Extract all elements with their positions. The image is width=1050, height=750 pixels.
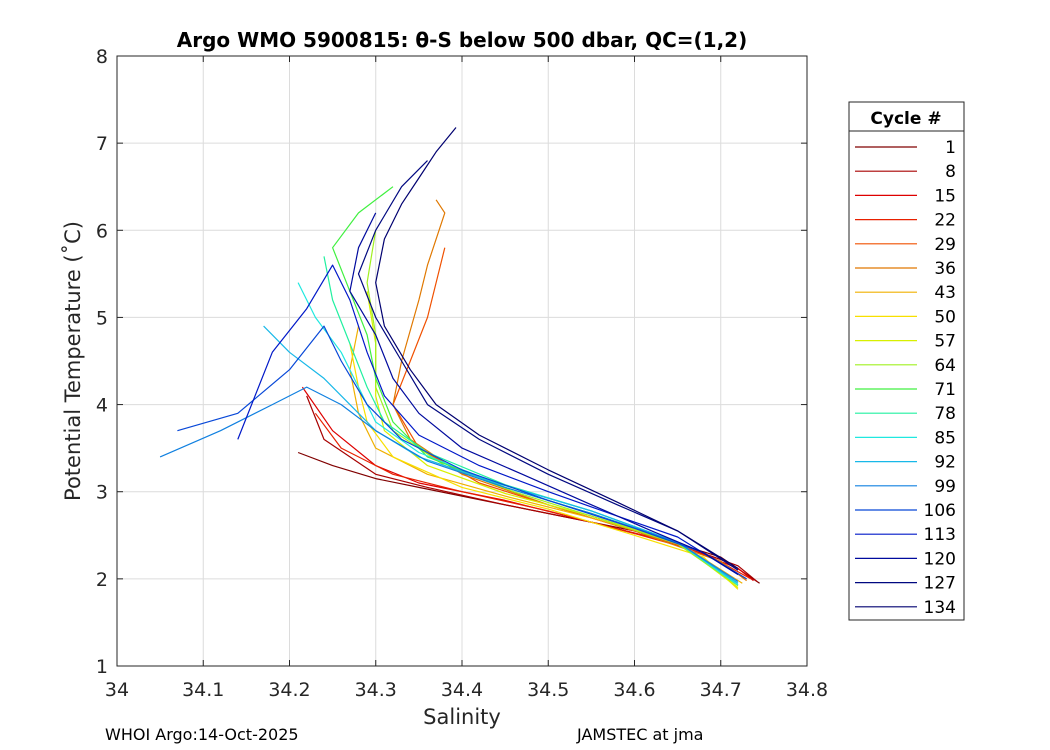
x-tick-label-8: 34.8: [786, 679, 828, 701]
footer-credit-whoi: WHOI Argo:14-Oct-2025: [105, 725, 299, 744]
x-axis-ticks: 34 34.1 34.2 34.3 34.4 34.5 34.6 34.7 34.8: [105, 56, 828, 701]
y-tick-label-3: 4: [96, 395, 108, 417]
series-group: [159, 127, 760, 590]
legend-label-64: 64: [934, 356, 956, 376]
y-tick-label-6: 7: [96, 133, 108, 155]
legend-label-134: 134: [924, 598, 956, 618]
x-tick-label-2: 34.2: [268, 679, 310, 701]
y-tick-label-5: 6: [96, 220, 108, 242]
legend-label-113: 113: [924, 525, 956, 545]
x-axis-label: Salinity: [423, 705, 501, 729]
legend-label-29: 29: [934, 235, 956, 255]
y-tick-label-1: 2: [96, 569, 108, 591]
x-tick-label-6: 34.6: [613, 679, 655, 701]
x-tick-label-0: 34: [105, 679, 129, 701]
legend-label-43: 43: [934, 283, 956, 303]
legend-label-127: 127: [924, 574, 956, 594]
legend-label-1: 1: [945, 138, 956, 158]
series-line-cycle-50: [349, 343, 739, 590]
legend-label-36: 36: [934, 259, 956, 279]
series-line-cycle-134: [375, 127, 739, 569]
y-axis-label: Potential Temperature (˚C): [61, 221, 85, 501]
legend-label-78: 78: [934, 404, 956, 424]
chart-title: Argo WMO 5900815: θ-S below 500 dbar, QC…: [177, 28, 747, 52]
y-tick-label-4: 5: [96, 307, 108, 329]
x-tick-label-5: 34.5: [527, 679, 569, 701]
x-tick-label-3: 34.3: [355, 679, 397, 701]
series-line-cycle-106: [177, 325, 747, 580]
legend-title: Cycle #: [870, 109, 941, 129]
legend-label-120: 120: [924, 549, 956, 569]
series-line-cycle-8: [306, 395, 758, 582]
x-tick-label-7: 34.7: [700, 679, 742, 701]
footer-credit-jamstec: JAMSTEC at jma: [577, 725, 704, 744]
x-tick-label-4: 34.4: [441, 679, 483, 701]
legend-label-50: 50: [934, 307, 956, 327]
legend-label-57: 57: [934, 332, 956, 352]
y-tick-label-7: 8: [96, 46, 108, 68]
legend-label-99: 99: [934, 477, 956, 497]
legend-label-71: 71: [934, 380, 956, 400]
legend-label-22: 22: [934, 211, 956, 231]
y-axis-ticks: 1 2 3 4 5 6 7 8: [96, 46, 807, 678]
series-line-cycle-36: [392, 199, 747, 582]
legend-label-92: 92: [934, 453, 956, 473]
legend-label-106: 106: [924, 501, 956, 521]
legend-entries: 1 8 15 22 29 36 43 50 57 64 71 78 85 92 99 106 113 120 127…: [855, 138, 956, 618]
legend-label-8: 8: [945, 162, 956, 182]
y-tick-label-2: 3: [96, 482, 108, 504]
x-tick-label-1: 34.1: [182, 679, 224, 701]
legend: Cycle # 18152229364350576471788592991061…: [848, 101, 965, 621]
y-tick-label-0: 1: [96, 656, 108, 678]
legend-label-85: 85: [934, 428, 956, 448]
legend-label-15: 15: [934, 186, 956, 206]
series-line-cycle-127: [357, 160, 739, 571]
series-line-cycle-120: [349, 212, 739, 576]
